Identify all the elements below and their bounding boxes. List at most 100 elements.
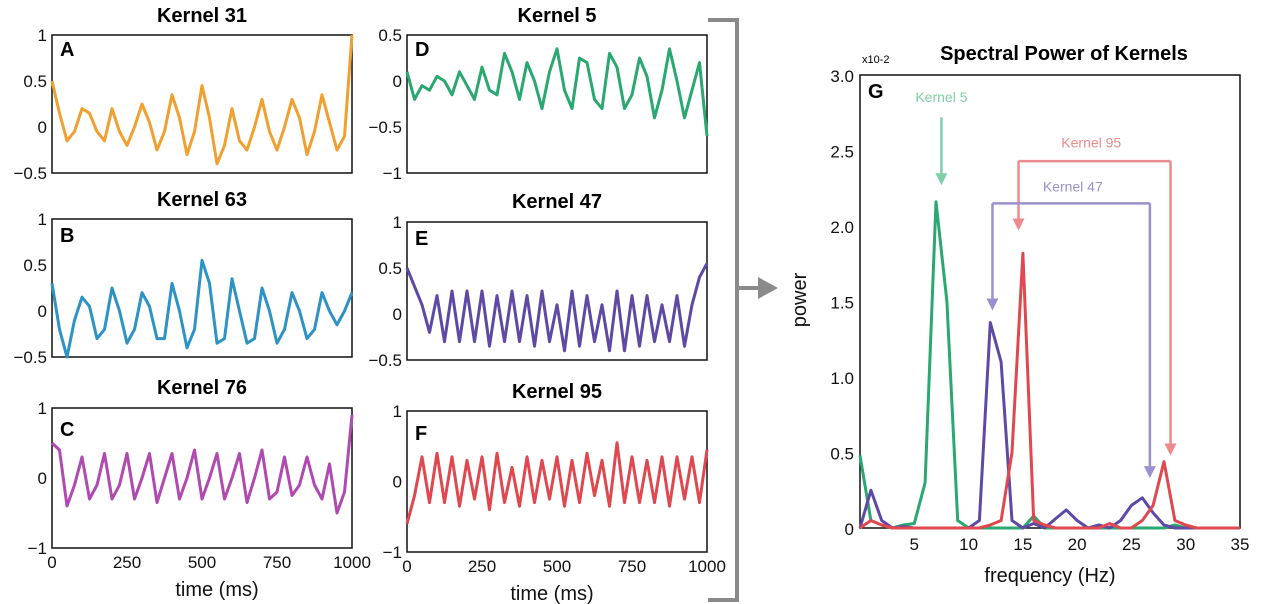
panel-a-frame	[51, 34, 353, 174]
annotation-arrowhead	[986, 298, 999, 311]
panel-g-annotations: Kernel 5 Kernel 95 Kernel 47	[915, 89, 1177, 479]
annotation-label-kernel-95: Kernel 95	[1061, 134, 1121, 150]
panel-a: Kernel 31 A −0.5 0 0.5 1	[13, 5, 354, 183]
panel-a-ytick-label: 0	[38, 118, 47, 137]
panel-b-series-line	[50, 258, 354, 359]
panel-f-xtick-label: 1000	[688, 557, 726, 576]
panel-b-ytick-label: −0.5	[13, 348, 47, 367]
panel-g-xtick-label: 20	[1068, 535, 1087, 554]
panel-g-title: Spectral Power of Kernels	[940, 43, 1188, 65]
panel-e-series-line	[405, 262, 709, 353]
panel-g-xlabel: frequency (Hz)	[984, 565, 1115, 587]
annotation-label-kernel-47: Kernel 47	[1043, 178, 1103, 194]
annotation-arrowhead	[1164, 443, 1177, 456]
panel-d-ytick-label: −1	[383, 164, 402, 183]
panel-d-ticks: −1 −0.5 0 0.5	[368, 26, 402, 183]
panel-a-ytick-label: 1	[38, 26, 47, 45]
panel-c-ytick-label: −1	[28, 539, 47, 558]
panel-c-xtick-label: 250	[113, 553, 141, 572]
panel-d-series-line	[405, 47, 709, 137]
panel-b-title: Kernel 63	[157, 189, 247, 211]
panel-g-xtick-label: 15	[1013, 535, 1032, 554]
annotation-arrows	[935, 117, 1177, 479]
panel-c-frame	[51, 407, 353, 549]
panel-g-series	[858, 200, 1240, 530]
panel-e-letter: E	[415, 228, 428, 250]
panel-g-ticks: 0 0.5 1.0 1.5 2.0 2.5 3.0 5 10 15 20 25 30 35	[830, 67, 1249, 554]
panel-b-ticks: −0.5 0 0.5 1	[13, 210, 47, 367]
panel-a-series-line	[50, 34, 354, 166]
panel-b-ytick-label: 0.5	[23, 256, 47, 275]
panel-a-ytick-label: −0.5	[13, 164, 47, 183]
panel-d-ytick-label: 0	[393, 72, 402, 91]
panel-c-xtick-label: 0	[47, 553, 56, 572]
panel-f-ytick-label: 0	[393, 473, 402, 492]
panel-g: Spectral Power of Kernels x10-2 G 0 0.5 1.…	[789, 43, 1249, 587]
panel-a-ticks: −0.5 0 0.5 1	[13, 26, 47, 183]
panel-e-title: Kernel 47	[512, 191, 602, 213]
series-line-kernel-5	[858, 200, 1240, 530]
panel-f-xtick-label: 500	[543, 557, 571, 576]
panel-e: Kernel 47 E −0.5 0 0.5 1	[368, 191, 709, 370]
panel-e-ytick-label: −0.5	[368, 351, 402, 370]
panel-d-frame	[406, 34, 708, 174]
panel-g-xtick-label: 30	[1176, 535, 1195, 554]
panel-g-xtick-label: 25	[1122, 535, 1141, 554]
panel-a-title: Kernel 31	[157, 5, 247, 27]
panel-f-ytick-label: −1	[383, 543, 402, 562]
annotation-arrowhead	[1012, 218, 1025, 231]
panel-e-ytick-label: 0	[393, 305, 402, 324]
panel-e-ytick-label: 0.5	[378, 259, 402, 278]
panel-c-xtick-label: 1000	[333, 553, 371, 572]
panel-f-xtick-label: 0	[402, 557, 411, 576]
panel-e-ytick-label: 1	[393, 213, 402, 232]
panel-d-title: Kernel 5	[518, 5, 597, 27]
panel-c-letter: C	[60, 419, 74, 441]
panel-e-frame	[406, 221, 708, 361]
panel-f-frame	[406, 410, 708, 553]
panel-c-xtick-label: 500	[188, 553, 216, 572]
panel-g-ylabel: power	[789, 272, 811, 327]
panel-c-xlabel: time (ms)	[175, 579, 258, 601]
bracket	[708, 18, 739, 602]
panel-g-xtick-label: 35	[1231, 535, 1250, 554]
series-line-kernel-47	[858, 321, 1240, 530]
annotation-label-kernel-5: Kernel 5	[915, 89, 967, 105]
panel-c-ytick-label: 1	[38, 399, 47, 418]
panel-g-letter: G	[868, 81, 884, 103]
connector-arrowhead	[758, 277, 778, 299]
panel-f-xtick-label: 250	[468, 557, 496, 576]
panel-e-ticks: −0.5 0 0.5 1	[368, 213, 402, 370]
annotation-arrowhead	[935, 173, 948, 186]
panel-f-xlabel: time (ms)	[510, 583, 593, 604]
panel-g-ytick-label: 2.0	[830, 218, 854, 237]
panel-a-letter: A	[60, 39, 74, 61]
panel-g-scale-label: x10-2	[862, 54, 890, 66]
panel-b: Kernel 63 B −0.5 0 0.5 1	[13, 189, 354, 367]
panel-g-ytick-label: 2.5	[830, 143, 854, 162]
bracket-connector	[708, 18, 778, 602]
panel-a-ytick-label: 0.5	[23, 72, 47, 91]
annotation-arrowhead	[1143, 466, 1156, 479]
panel-d-ytick-label: −0.5	[368, 118, 402, 137]
panel-f-letter: F	[415, 423, 427, 445]
panel-f-title: Kernel 95	[512, 381, 602, 403]
panel-g-ytick-label: 0	[845, 520, 854, 539]
panel-f-xtick-label: 750	[618, 557, 646, 576]
panel-c-xtick-label: 750	[263, 553, 291, 572]
series-line-kernel-95	[859, 251, 1240, 530]
panel-f-ytick-label: 1	[393, 402, 402, 421]
panel-g-ytick-label: 0.5	[830, 445, 854, 464]
panel-g-xtick-label: 5	[910, 535, 919, 554]
panel-b-ytick-label: 1	[38, 210, 47, 229]
panel-c-ytick-label: 0	[38, 469, 47, 488]
panel-g-ytick-label: 1.0	[830, 369, 854, 388]
panel-d-letter: D	[415, 39, 429, 61]
panel-d: Kernel 5 D −1 −0.5 0 0.5	[368, 5, 709, 183]
panel-f-series-line	[405, 441, 709, 525]
